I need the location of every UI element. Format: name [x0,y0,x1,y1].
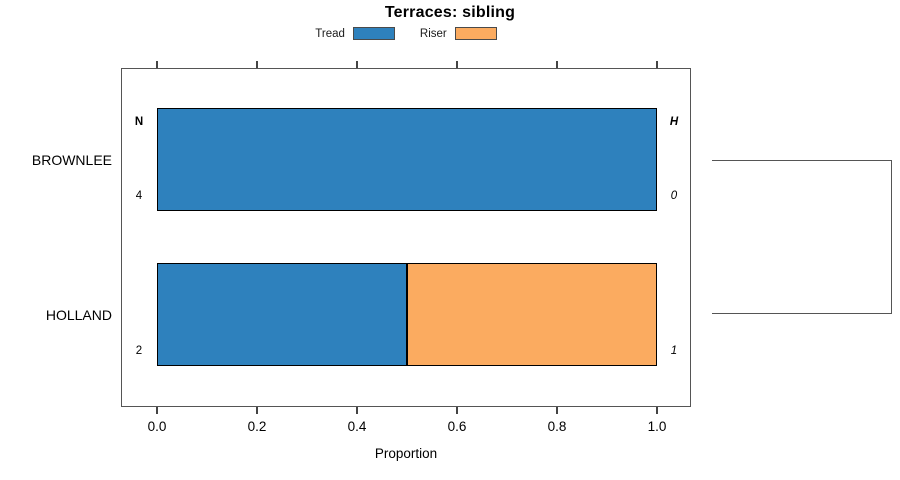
legend-label-tread: Tread [315,27,345,40]
annotation-holland-h-value: 1 [670,345,678,357]
x-tick-bottom [556,407,558,414]
legend-label-riser: Riser [419,27,447,40]
annotation-brownlee-count: 4 [135,190,143,202]
legend: Tread Riser [121,26,691,41]
x-tick-label: 0.4 [347,419,367,434]
x-tick-label: 0.2 [247,419,267,434]
legend-swatch-tread [352,27,395,40]
x-tick-bottom [456,407,458,414]
bar-row-brownlee [157,108,657,211]
annotation-brownlee-h-value: 0 [670,190,678,202]
legend-item-tread: Tread [315,27,395,40]
bar-segment-tread [157,108,657,211]
x-tick-label: 0.0 [147,419,167,434]
x-tick-top [556,61,558,68]
legend-swatch-riser [454,27,497,40]
x-tick-top [156,61,158,68]
x-tick-label: 0.8 [547,419,567,434]
annotation-left-header: N [134,116,144,128]
category-label-holland: HOLLAND [45,307,112,323]
legend-item-riser: Riser [420,27,497,40]
category-label-brownlee: BROWNLEE [31,152,112,168]
row-link-bracket [712,160,892,314]
bar-segment-tread [157,263,407,366]
x-axis-label: Proportion [374,446,438,461]
annotation-right-header: H [669,116,679,128]
x-tick-top [356,61,358,68]
annotation-holland-count: 2 [135,345,143,357]
plot-area [121,68,691,407]
x-tick-label: 0.6 [447,419,467,434]
x-tick-label: 1.0 [647,419,667,434]
bar-row-holland [157,263,657,366]
x-tick-bottom [156,407,158,414]
x-tick-bottom [656,407,658,414]
x-tick-bottom [256,407,258,414]
chart-title: Terraces: sibling [384,4,516,21]
bar-segment-riser [407,263,657,366]
x-tick-top [656,61,658,68]
x-tick-top [256,61,258,68]
x-tick-top [456,61,458,68]
x-tick-bottom [356,407,358,414]
